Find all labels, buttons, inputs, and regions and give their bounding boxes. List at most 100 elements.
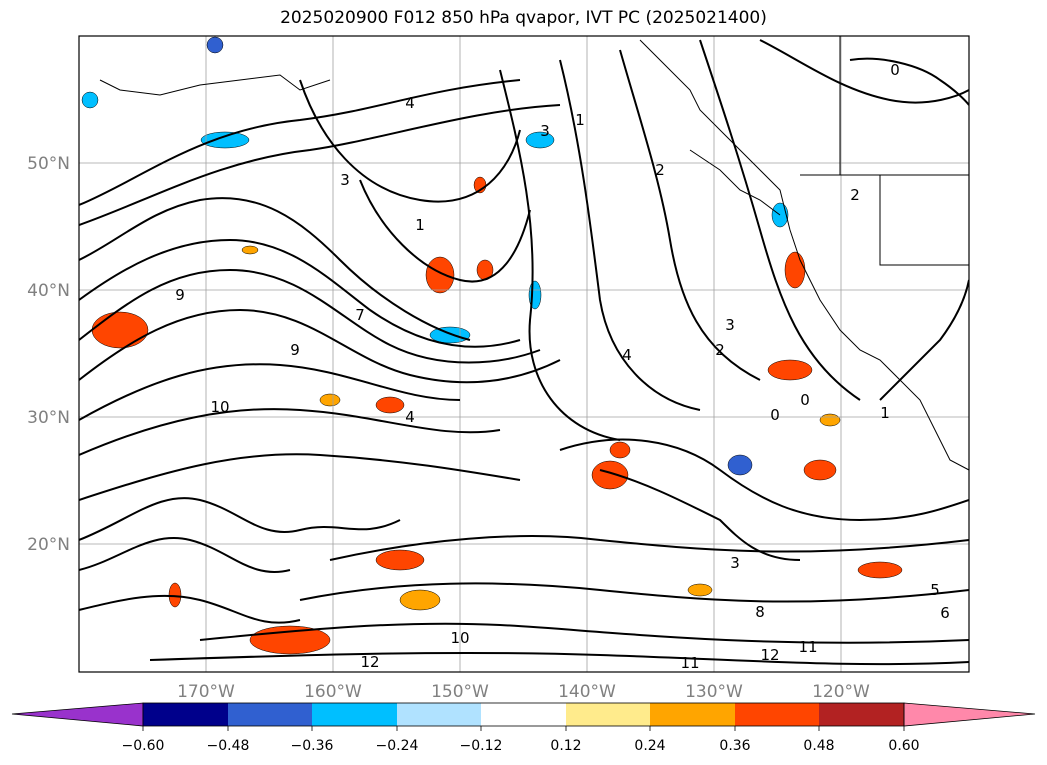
contour-label: 5 [930, 581, 940, 599]
lon-label: 150°W [431, 682, 489, 702]
anomaly-patch [525, 131, 555, 149]
anomaly-patch [249, 625, 331, 655]
anomaly-patch [609, 441, 631, 459]
contour-label: 3 [340, 171, 350, 189]
contour-line [199, 622, 969, 644]
colorbar-segment [397, 703, 481, 726]
contour-label: 6 [940, 604, 950, 622]
anomaly-patch [767, 359, 813, 381]
contour-label: 3 [730, 554, 740, 572]
colorbar-segment [143, 703, 228, 726]
anomaly-patch [241, 245, 259, 255]
colorbar-tick-label: −0.60 [122, 738, 165, 754]
contour-label: 12 [360, 653, 379, 671]
contour-line [79, 363, 461, 421]
contour-label: 7 [355, 306, 365, 324]
contour-line [149, 651, 969, 666]
colorbar-segment [735, 703, 819, 726]
anomaly-patch [687, 583, 713, 597]
colorbar-segment [228, 703, 312, 726]
lat-label: 20°N [27, 535, 70, 555]
colorbar-segment [312, 703, 397, 726]
contour-line [79, 238, 521, 348]
lon-label: 120°W [812, 682, 870, 702]
contour-label: 3 [725, 316, 735, 334]
colorbar-tick-label: −0.48 [207, 738, 250, 754]
anomaly-patch [803, 459, 837, 481]
lon-label: 170°W [177, 682, 235, 702]
anomaly-patch [168, 582, 182, 608]
contour-label: 0 [890, 61, 900, 79]
colorbar-segment [650, 703, 735, 726]
colorbar [11, 702, 1036, 727]
colorbar-tick-label: −0.12 [460, 738, 503, 754]
anomaly-patch [200, 131, 250, 149]
contour-line [499, 69, 621, 441]
anomaly-patch [375, 549, 425, 571]
colorbar-tick-label: 0.48 [803, 738, 834, 754]
contour-line [299, 582, 969, 603]
contour-line [79, 104, 561, 226]
contour-label: 9 [175, 286, 185, 304]
contour-label: 3 [540, 122, 550, 140]
contour-label: 2 [715, 341, 725, 359]
contour-label: 10 [450, 629, 469, 647]
contour-line [879, 279, 969, 401]
colorbar-tick-label: −0.36 [291, 738, 334, 754]
anomaly-patch [375, 396, 405, 414]
anomaly-patch [399, 589, 441, 611]
contour-label: 1 [880, 404, 890, 422]
contour-label: 1 [415, 216, 425, 234]
contour-line [79, 594, 301, 624]
contour-line [299, 79, 521, 203]
coastline [99, 36, 969, 471]
contour-label: 11 [680, 654, 699, 672]
contour-line [79, 268, 541, 364]
map-background [79, 36, 969, 672]
contour-line [79, 537, 291, 573]
colorbar-tick-label: 0.36 [719, 738, 750, 754]
contour-line [79, 197, 471, 341]
lon-label: 130°W [685, 682, 743, 702]
map-title: 2025020900 F012 850 hPa qvapor, IVT PC (… [280, 8, 767, 28]
colorbar-tick-label: 0.24 [634, 738, 665, 754]
contour-label: 2 [655, 161, 665, 179]
contour-label: 8 [755, 603, 765, 621]
latitude-labels: 50°N 40°N 30°N 20°N [27, 154, 70, 555]
contour-line [79, 79, 521, 206]
contour-label: 9 [290, 341, 300, 359]
anomaly-patch [429, 326, 471, 344]
colorbar-tick-label: 0.60 [888, 738, 919, 754]
anomaly-patch [206, 36, 224, 54]
anomaly-patch [319, 393, 341, 407]
contour-label: 4 [622, 346, 632, 364]
contour-line [79, 453, 521, 501]
contour-line [559, 59, 701, 411]
map-frame [78, 35, 970, 673]
contour-line [359, 179, 531, 283]
contour-line [599, 469, 801, 561]
contour-label: 2 [850, 186, 860, 204]
contour-label: 11 [798, 638, 817, 656]
graticule [79, 36, 969, 672]
contour-line [619, 49, 761, 381]
contour-label: 1 [575, 111, 585, 129]
ivt-contours [79, 39, 969, 666]
colorbar-segment [481, 703, 566, 726]
lat-label: 40°N [27, 281, 70, 301]
lat-label: 30°N [27, 408, 70, 428]
lat-label: 50°N [27, 154, 70, 174]
anomaly-patch [91, 311, 149, 349]
lon-label: 140°W [558, 682, 616, 702]
contour-label: 0 [770, 406, 780, 424]
anomaly-patch [784, 251, 806, 289]
contour-label: 0 [800, 391, 810, 409]
colorbar-tick-label: −0.24 [376, 738, 419, 754]
contour-line [559, 438, 969, 522]
contour-line [699, 39, 861, 401]
contour-line [79, 497, 401, 541]
lon-label: 160°W [304, 682, 362, 702]
